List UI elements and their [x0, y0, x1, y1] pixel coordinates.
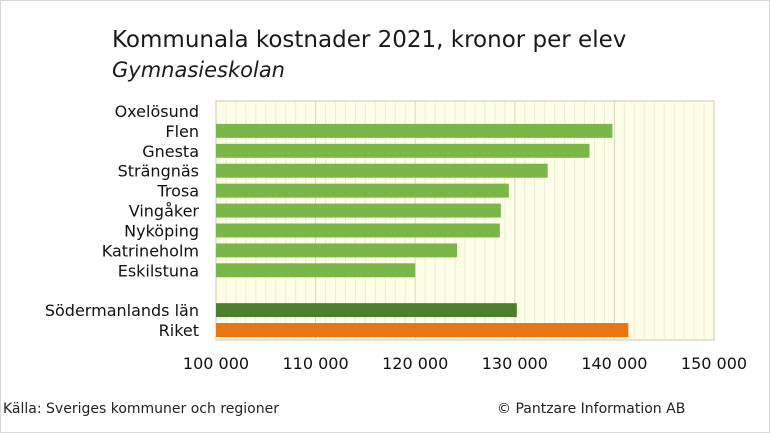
copyright-note: © Pantzare Information AB — [497, 401, 686, 417]
grid-lines — [225, 101, 705, 340]
category-label: Eskilstuna — [118, 261, 199, 280]
x-tick-labels: 100 000 110 000 120 000 130 000 140 000 150 0… — [183, 354, 747, 373]
x-tick-label: 130 000 — [482, 354, 548, 373]
x-tick-label: 140 000 — [581, 354, 647, 373]
bar — [216, 263, 416, 278]
category-label: Gnesta — [142, 142, 199, 161]
bars — [216, 123, 629, 338]
category-label: Flen — [165, 122, 199, 141]
x-tick-label: 150 000 — [681, 354, 747, 373]
x-tick-label: 110 000 — [283, 354, 349, 373]
category-label: Oxelösund — [115, 102, 199, 121]
category-labels: OxelösundFlenGnestaSträngnäsTrosaVingåke… — [45, 102, 200, 340]
chart-subtitle: Gymnasieskolan — [112, 58, 285, 82]
category-label: Södermanlands län — [45, 301, 199, 320]
category-label: Trosa — [156, 182, 199, 201]
category-label: Riket — [159, 321, 199, 340]
bar — [216, 303, 517, 318]
chart-title: Kommunala kostnader 2021, kronor per ele… — [112, 27, 627, 53]
category-label: Nyköping — [124, 221, 199, 240]
bar — [216, 223, 500, 238]
bar — [216, 183, 509, 198]
bar — [216, 163, 548, 178]
bar — [216, 323, 629, 338]
bar — [216, 243, 458, 258]
source-note: Källa: Sveriges kommuner och regioner — [3, 401, 279, 417]
category-label: Vingåker — [129, 202, 200, 221]
x-tick-label: 100 000 — [183, 354, 249, 373]
bar — [216, 203, 501, 218]
category-label: Katrineholm — [102, 241, 199, 260]
x-tick-label: 120 000 — [382, 354, 448, 373]
bar — [216, 123, 613, 138]
category-label: Strängnäs — [118, 162, 199, 181]
bar — [216, 143, 590, 158]
